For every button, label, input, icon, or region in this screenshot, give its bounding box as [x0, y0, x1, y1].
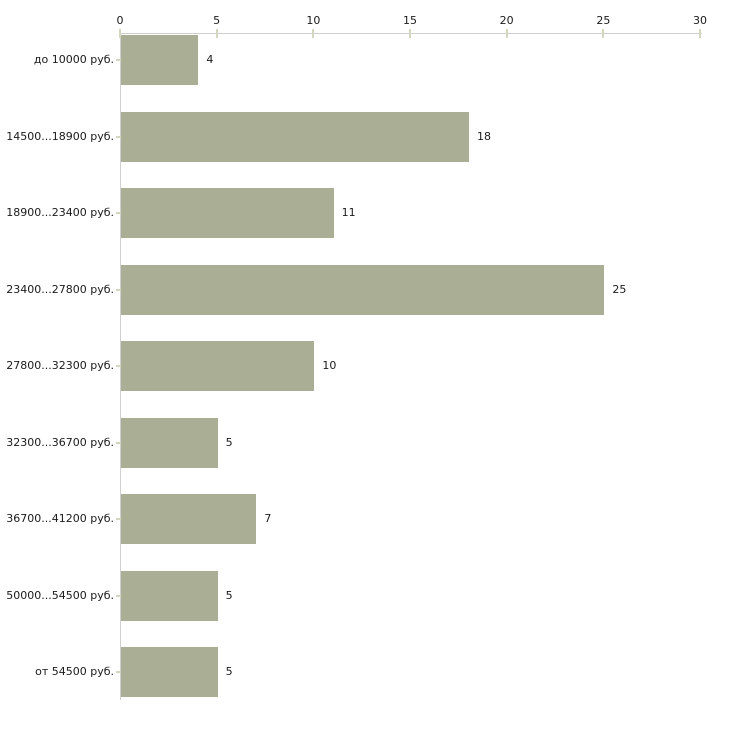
- bar-value-label: 4: [206, 53, 214, 66]
- x-tick-label: 0: [116, 14, 124, 27]
- bar: [121, 647, 218, 697]
- bar: [121, 111, 469, 162]
- bar-value-label: 7: [264, 512, 272, 525]
- x-tick-mark: [505, 29, 508, 38]
- bar-value-label: 18: [477, 129, 491, 143]
- category-label: до 10000 руб.: [33, 53, 114, 66]
- bar: [121, 35, 199, 85]
- category-tick-mark: [116, 288, 121, 291]
- category-tick-mark: [116, 59, 121, 61]
- category-tick-mark: [116, 518, 121, 520]
- category-tick-mark: [116, 441, 121, 444]
- x-tick-mark: [409, 29, 411, 38]
- x-tick-label: 5: [213, 14, 221, 27]
- x-axis-line: [120, 33, 702, 34]
- x-tick-label: 10: [306, 14, 321, 27]
- x-tick-mark: [699, 29, 701, 38]
- x-tick-mark: [119, 29, 121, 38]
- bar: [121, 341, 315, 391]
- category-tick-mark: [116, 365, 121, 367]
- bar: [121, 417, 218, 468]
- category-label: 36700...41200 руб.: [6, 512, 114, 525]
- bar: [121, 264, 605, 315]
- x-tick-label: 15: [403, 14, 417, 27]
- x-tick-label: 25: [596, 14, 611, 27]
- category-label: 50000...54500 руб.: [6, 588, 114, 602]
- x-tick-mark: [215, 29, 218, 38]
- category-label: 14500...18900 руб.: [6, 129, 114, 143]
- x-tick-mark: [312, 29, 315, 38]
- bar-value-label: 10: [322, 359, 337, 372]
- bar-value-label: 5: [225, 435, 233, 449]
- x-tick-label: 30: [693, 14, 707, 27]
- bar-value-label: 11: [341, 206, 356, 219]
- category-tick-mark: [116, 671, 121, 673]
- x-tick-label: 20: [499, 14, 514, 27]
- category-label: от 54500 руб.: [35, 665, 114, 678]
- bar-value-label: 25: [612, 282, 627, 296]
- category-label: 23400...27800 руб.: [6, 282, 114, 296]
- category-label: 18900...23400 руб.: [6, 206, 114, 219]
- bar-value-label: 5: [225, 665, 233, 678]
- category-tick-mark: [116, 135, 121, 138]
- bar-value-label: 5: [225, 588, 233, 602]
- category-tick-mark: [116, 212, 121, 214]
- category-label: 32300...36700 руб.: [6, 435, 114, 449]
- category-tick-mark: [116, 594, 121, 597]
- bar: [121, 570, 218, 621]
- x-tick-mark: [602, 29, 605, 38]
- bar: [121, 494, 257, 544]
- category-label: 27800...32300 руб.: [6, 359, 114, 372]
- bar: [121, 188, 334, 238]
